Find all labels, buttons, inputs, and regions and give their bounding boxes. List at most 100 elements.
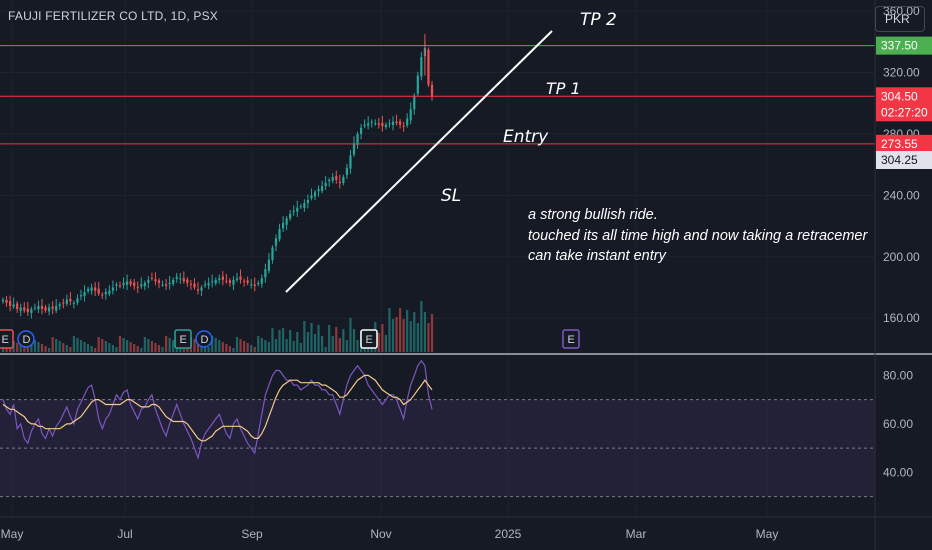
candle-body [37,305,40,310]
candle-body [189,283,193,285]
volume-bar [260,338,263,352]
volume-bar [423,312,427,352]
candle-body [292,210,295,212]
rsi-tick-label: 60.00 [883,417,913,431]
candle-body [345,167,349,176]
volume-bar [296,332,299,352]
volume-bar [164,336,168,352]
earnings-marker [0,329,14,349]
dividend-marker [195,330,213,348]
price-axis[interactable]: 360.00320.00280.00240.00200.00160.00337.… [876,4,932,325]
volume-bar [211,336,214,352]
candle-body [147,279,150,283]
candle-body [416,75,419,94]
time-tick-label: 2025 [495,527,522,541]
volume-bar [108,343,111,352]
candle-body [289,213,292,219]
dividend-marker [17,330,35,348]
candle-body [111,287,115,291]
volume-bar [218,340,221,352]
candle-body [154,279,157,282]
candle-body [225,280,228,282]
volume-bar [129,342,132,352]
candle-body [328,180,331,182]
candle-body [250,284,253,286]
candle-body [115,284,118,286]
volume-bar [331,336,334,352]
candle-body [143,282,146,287]
candle-body [352,143,356,155]
candle-body [359,127,363,134]
candle-body [203,284,207,286]
level-badge-text: 273.55 [881,137,918,151]
candle-body [72,302,76,304]
volume-bar [281,328,285,352]
volume-bar [406,310,409,352]
volume-bar [44,346,47,352]
volume-bar [274,339,278,352]
volume-bar [196,341,200,352]
candle-body [370,121,373,123]
last-price-text: 304.25 [881,153,918,167]
candle-body [168,282,171,285]
volume-bar [111,345,115,352]
volume-bar [267,342,271,352]
candle-body [409,109,412,121]
volume-bar [104,341,107,352]
candle-body [182,278,185,282]
note-line-3: can take instant entry [528,248,666,264]
price-tick-label: 160.00 [883,311,920,325]
candle-body [395,121,398,124]
volume-bar [420,301,423,352]
volume-bar [51,337,54,352]
candle-body [406,118,409,126]
rsi-ma-line [2,374,433,442]
volume-bar [79,340,83,352]
volume-bar [101,339,104,352]
candle-body [257,282,260,285]
volume-bar [320,336,324,352]
candle-body [391,121,395,126]
price-tick-label: 240.00 [883,188,920,202]
price-tick-label: 200.00 [883,250,920,264]
trend-line[interactable] [285,30,553,293]
candle-body [186,279,189,283]
candle-body [161,284,164,286]
time-axis[interactable]: May Jul Sep Nov 2025 Mar May [1,527,779,541]
candle-body [30,309,33,313]
volume-bar [140,348,143,352]
volume-bar [65,345,68,352]
volume-bar [150,341,154,352]
volume-bar [430,314,434,352]
candle-body [86,289,90,292]
volume-bar [40,344,44,352]
candle-body [218,278,221,280]
candle-body [221,276,224,280]
candle-body [338,181,341,184]
candle-body [55,305,58,311]
candle-body [363,124,366,126]
volume-bar [161,347,164,352]
volume-bar [200,343,203,352]
currency-button[interactable]: PKR [875,6,925,32]
event-marker-letter: E [180,334,187,346]
candle-body [179,278,182,280]
countdown-text: 02:27:20 [881,105,928,119]
candle-body [420,57,423,77]
candle-body [94,287,97,291]
candle-body [335,176,338,180]
candle-body [140,284,143,287]
volume-bar [271,328,274,352]
candle-body [260,278,263,284]
volume-bar [83,342,86,352]
candle-body [413,95,416,110]
level-badge-entry [876,87,932,122]
volume-bar [182,346,185,352]
candle-body [246,280,249,283]
volume-bar [94,348,97,352]
volume-bar [143,337,146,352]
volume-bar [203,345,207,352]
event-marker-letter: D [201,334,209,346]
